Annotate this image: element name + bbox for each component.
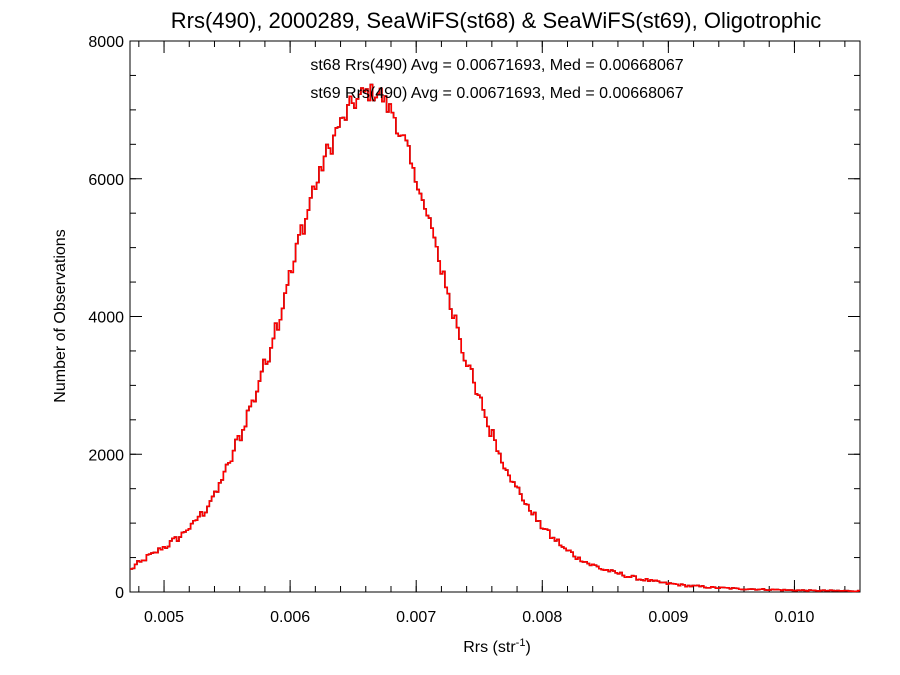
- x-tick-label: 0.006: [270, 609, 310, 626]
- x-tick-label: 0.005: [144, 609, 184, 626]
- x-axis-label-tail: ): [525, 639, 530, 656]
- y-axis-label: Number of Observations: [52, 229, 69, 402]
- y-tick-label: 0: [115, 585, 124, 602]
- x-axis-label-sup: -1: [516, 637, 526, 649]
- annotation-st68: st68 Rrs(490) Avg = 0.00671693, Med = 0.…: [310, 57, 683, 74]
- x-tick-label: 0.010: [774, 609, 814, 626]
- x-tick-label: 0.007: [396, 609, 436, 626]
- x-axis-label: Rrs (str-1): [463, 637, 531, 656]
- series-layer: [130, 83, 860, 593]
- y-tick-label: 6000: [88, 172, 124, 189]
- x-tick-label: 0.008: [522, 609, 562, 626]
- y-tick-label: 4000: [88, 310, 124, 327]
- series-line-st69: [130, 83, 860, 593]
- y-tick-label: 2000: [88, 447, 124, 464]
- minor-ticks: [130, 40, 860, 593]
- chart-title: Rrs(490), 2000289, SeaWiFS(st68) & SeaWi…: [171, 8, 821, 33]
- annotation-st69: st69 Rrs(490) Avg = 0.00671693, Med = 0.…: [310, 85, 683, 102]
- y-tick-label: 8000: [88, 34, 124, 51]
- x-axis: 0.005 0.006 0.007 0.008 0.009 0.010: [144, 41, 815, 626]
- plot-border: [129, 40, 861, 593]
- y-axis: 0 2000 4000 6000 8000: [88, 34, 860, 602]
- x-axis-label-main: Rrs (str: [463, 639, 516, 656]
- plot-frame: [129, 40, 861, 593]
- x-tick-label: 0.009: [648, 609, 688, 626]
- series-line-st68: [130, 83, 860, 593]
